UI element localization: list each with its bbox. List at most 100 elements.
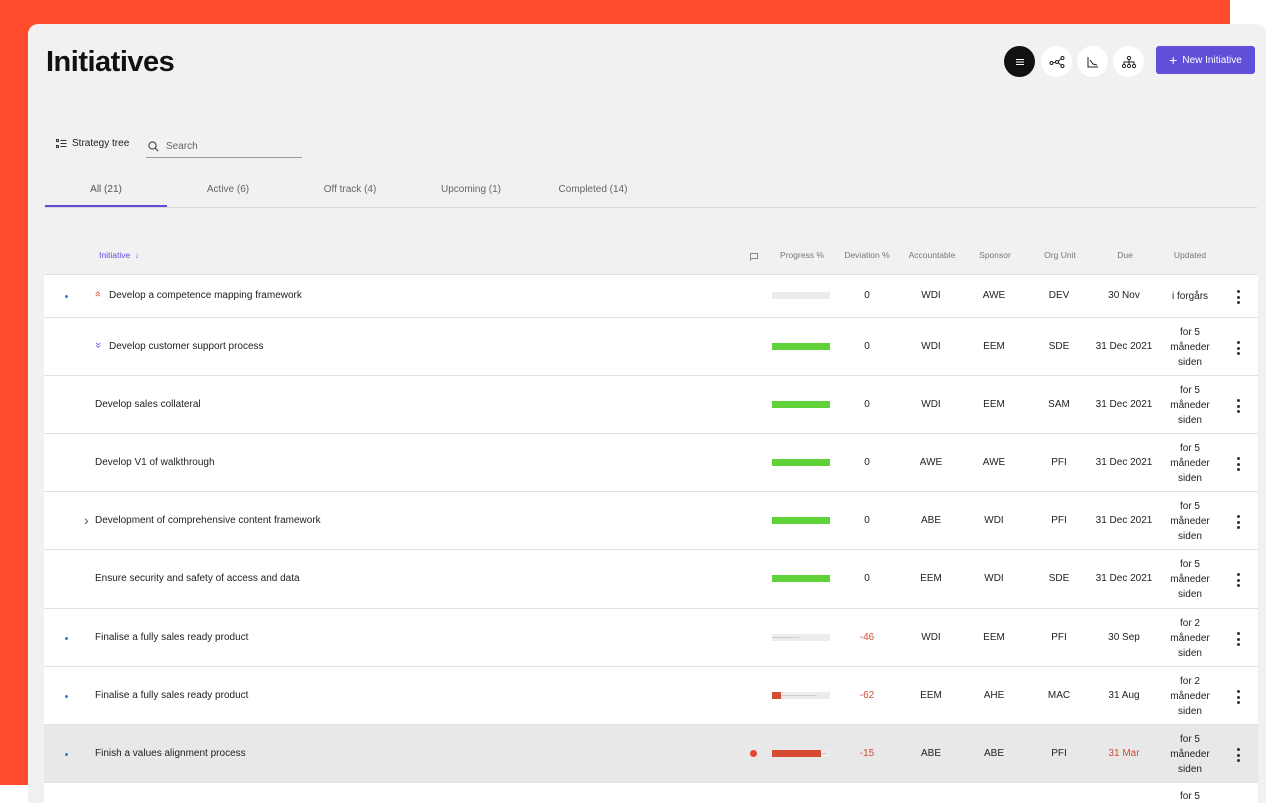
due-date: 31 Dec 2021: [1095, 515, 1153, 526]
accountable-value: WDI: [921, 290, 941, 301]
table-row[interactable]: Develop sales collateral 0 WDI EEM SAM 31 Dec…: [44, 375, 1258, 433]
updated-time: for 2 måneder siden: [1168, 674, 1212, 719]
updated-time-line: siden: [1178, 472, 1202, 484]
progress-target-line: [772, 695, 817, 696]
sponsor-value: WDI: [984, 573, 1004, 584]
initiative-name[interactable]: Development of comprehensive content fra…: [95, 515, 321, 526]
flag-icon: [750, 253, 758, 261]
row-menu-icon[interactable]: [1236, 573, 1240, 587]
accountable-value: WDI: [921, 399, 941, 410]
network-view-button[interactable]: [1041, 46, 1072, 77]
initiative-name[interactable]: Develop a competence mapping framework: [109, 290, 302, 301]
row-menu-icon[interactable]: [1236, 690, 1240, 704]
progress-bar: [772, 750, 830, 757]
initiative-name[interactable]: Ensure security and safety of access and…: [95, 573, 300, 584]
row-menu-icon[interactable]: [1236, 457, 1240, 471]
updated-time-line: måneder: [1170, 690, 1210, 702]
accountable-value: AWE: [919, 457, 943, 468]
search-box[interactable]: [146, 136, 302, 158]
updated-time-line: siden: [1178, 705, 1202, 717]
initiative-name[interactable]: Finalise a fully sales ready product: [95, 690, 249, 701]
updated-time-line: måneder: [1170, 399, 1210, 411]
list-view-button[interactable]: [1004, 46, 1035, 77]
table-row[interactable]: › Development of comprehensive content fr…: [44, 491, 1258, 549]
row-menu-icon[interactable]: [1236, 748, 1240, 762]
column-accountable[interactable]: Accountable: [908, 250, 956, 260]
tab-completed[interactable]: Completed (14): [558, 184, 628, 195]
org-unit-value: PFI: [1051, 632, 1067, 643]
row-menu-icon[interactable]: [1236, 632, 1240, 646]
org-unit-value: PFI: [1051, 748, 1067, 759]
tab-off-track[interactable]: Off track (4): [323, 184, 377, 195]
updated-time-line: for 2: [1179, 675, 1200, 687]
initiative-name[interactable]: Develop sales collateral: [95, 399, 201, 410]
updated-time: for 5 måneder siden: [1168, 499, 1212, 544]
table-row[interactable]: » Develop a competence mapping framework 0…: [44, 274, 1258, 317]
column-deviation[interactable]: Deviation %: [844, 250, 890, 260]
flag-column[interactable]: [749, 252, 759, 264]
initiative-name[interactable]: Finish a values alignment process: [95, 748, 246, 759]
chart-view-button[interactable]: [1077, 46, 1108, 77]
progress-fill: [772, 459, 830, 466]
deviation-value: 0: [864, 573, 870, 584]
table-row[interactable]: Finalise a fully sales ready product -46 W…: [44, 608, 1258, 666]
table-row[interactable]: for 5: [44, 782, 1258, 803]
tab-upcoming[interactable]: Upcoming (1): [440, 184, 502, 195]
table-row[interactable]: Ensure security and safety of access and…: [44, 549, 1258, 608]
progress-fill: [772, 750, 822, 757]
progress-target-line: [772, 637, 799, 638]
due-date: 31 Dec 2021: [1095, 457, 1153, 468]
column-due[interactable]: Due: [1117, 250, 1133, 260]
deviation-value: 0: [864, 457, 870, 468]
hierarchy-view-button[interactable]: [1113, 46, 1144, 77]
table-row[interactable]: Develop V1 of walkthrough 0 AWE AWE PFI 31 De…: [44, 433, 1258, 491]
deviation-value: -15: [859, 748, 875, 759]
column-progress[interactable]: Progress %: [780, 250, 824, 260]
due-date: 31 Mar: [1108, 748, 1140, 759]
search-input[interactable]: [166, 141, 286, 152]
sponsor-value: EEM: [983, 399, 1005, 410]
initiative-name[interactable]: Develop V1 of walkthrough: [95, 457, 215, 468]
column-initiative[interactable]: Initiative ↓: [99, 250, 139, 260]
initiative-name[interactable]: Finalise a fully sales ready product: [95, 632, 249, 643]
updated-time-line: siden: [1178, 647, 1202, 659]
table-row[interactable]: Finalise a fully sales ready product -62 E…: [44, 666, 1258, 724]
updated-time-line: for 5: [1179, 558, 1200, 570]
expand-chevron-icon[interactable]: ›: [84, 512, 89, 528]
org-unit-value: DEV: [1048, 290, 1070, 301]
progress-bar: [772, 575, 830, 582]
table-row[interactable]: » Develop customer support process 0 WDI EEM…: [44, 317, 1258, 375]
row-menu-icon[interactable]: [1236, 341, 1240, 355]
org-unit-value: SDE: [1048, 573, 1070, 584]
row-menu-icon[interactable]: [1236, 515, 1240, 529]
progress-bar: [772, 692, 830, 699]
updated-time: for 5 måneder siden: [1168, 325, 1212, 370]
status-dot: [65, 753, 68, 756]
updated-time-line: siden: [1178, 588, 1202, 600]
row-menu-icon[interactable]: [1236, 399, 1240, 413]
network-view-icon: [1049, 55, 1064, 68]
progress-fill: [772, 343, 830, 350]
updated-time-line: måneder: [1170, 341, 1210, 353]
accountable-value: ABE: [920, 748, 941, 759]
column-org-unit[interactable]: Org Unit: [1044, 250, 1076, 260]
progress-fill: [772, 517, 830, 524]
strategy-tree-toggle[interactable]: Strategy tree: [56, 138, 129, 149]
table-row[interactable]: Finish a values alignment process -15 ABE A…: [44, 724, 1258, 782]
accountable-value: WDI: [921, 341, 941, 352]
column-sponsor[interactable]: Sponsor: [979, 250, 1011, 260]
updated-time: for 5: [1168, 789, 1212, 803]
updated-time-line: for 5: [1179, 500, 1200, 512]
deviation-value: -46: [859, 632, 875, 643]
progress-bar: [772, 517, 830, 524]
row-menu-icon[interactable]: [1236, 290, 1240, 304]
progress-fill: [772, 692, 781, 699]
updated-time: i forgårs: [1168, 289, 1212, 304]
sponsor-value: AWE: [982, 290, 1006, 301]
new-initiative-button[interactable]: + New Initiative: [1156, 46, 1255, 74]
tab-all[interactable]: All (21): [45, 176, 167, 207]
initiative-name[interactable]: Develop customer support process: [109, 341, 264, 352]
updated-time: for 2 måneder siden: [1168, 616, 1212, 661]
column-updated[interactable]: Updated: [1173, 250, 1207, 260]
tab-active[interactable]: Active (6): [206, 184, 250, 195]
